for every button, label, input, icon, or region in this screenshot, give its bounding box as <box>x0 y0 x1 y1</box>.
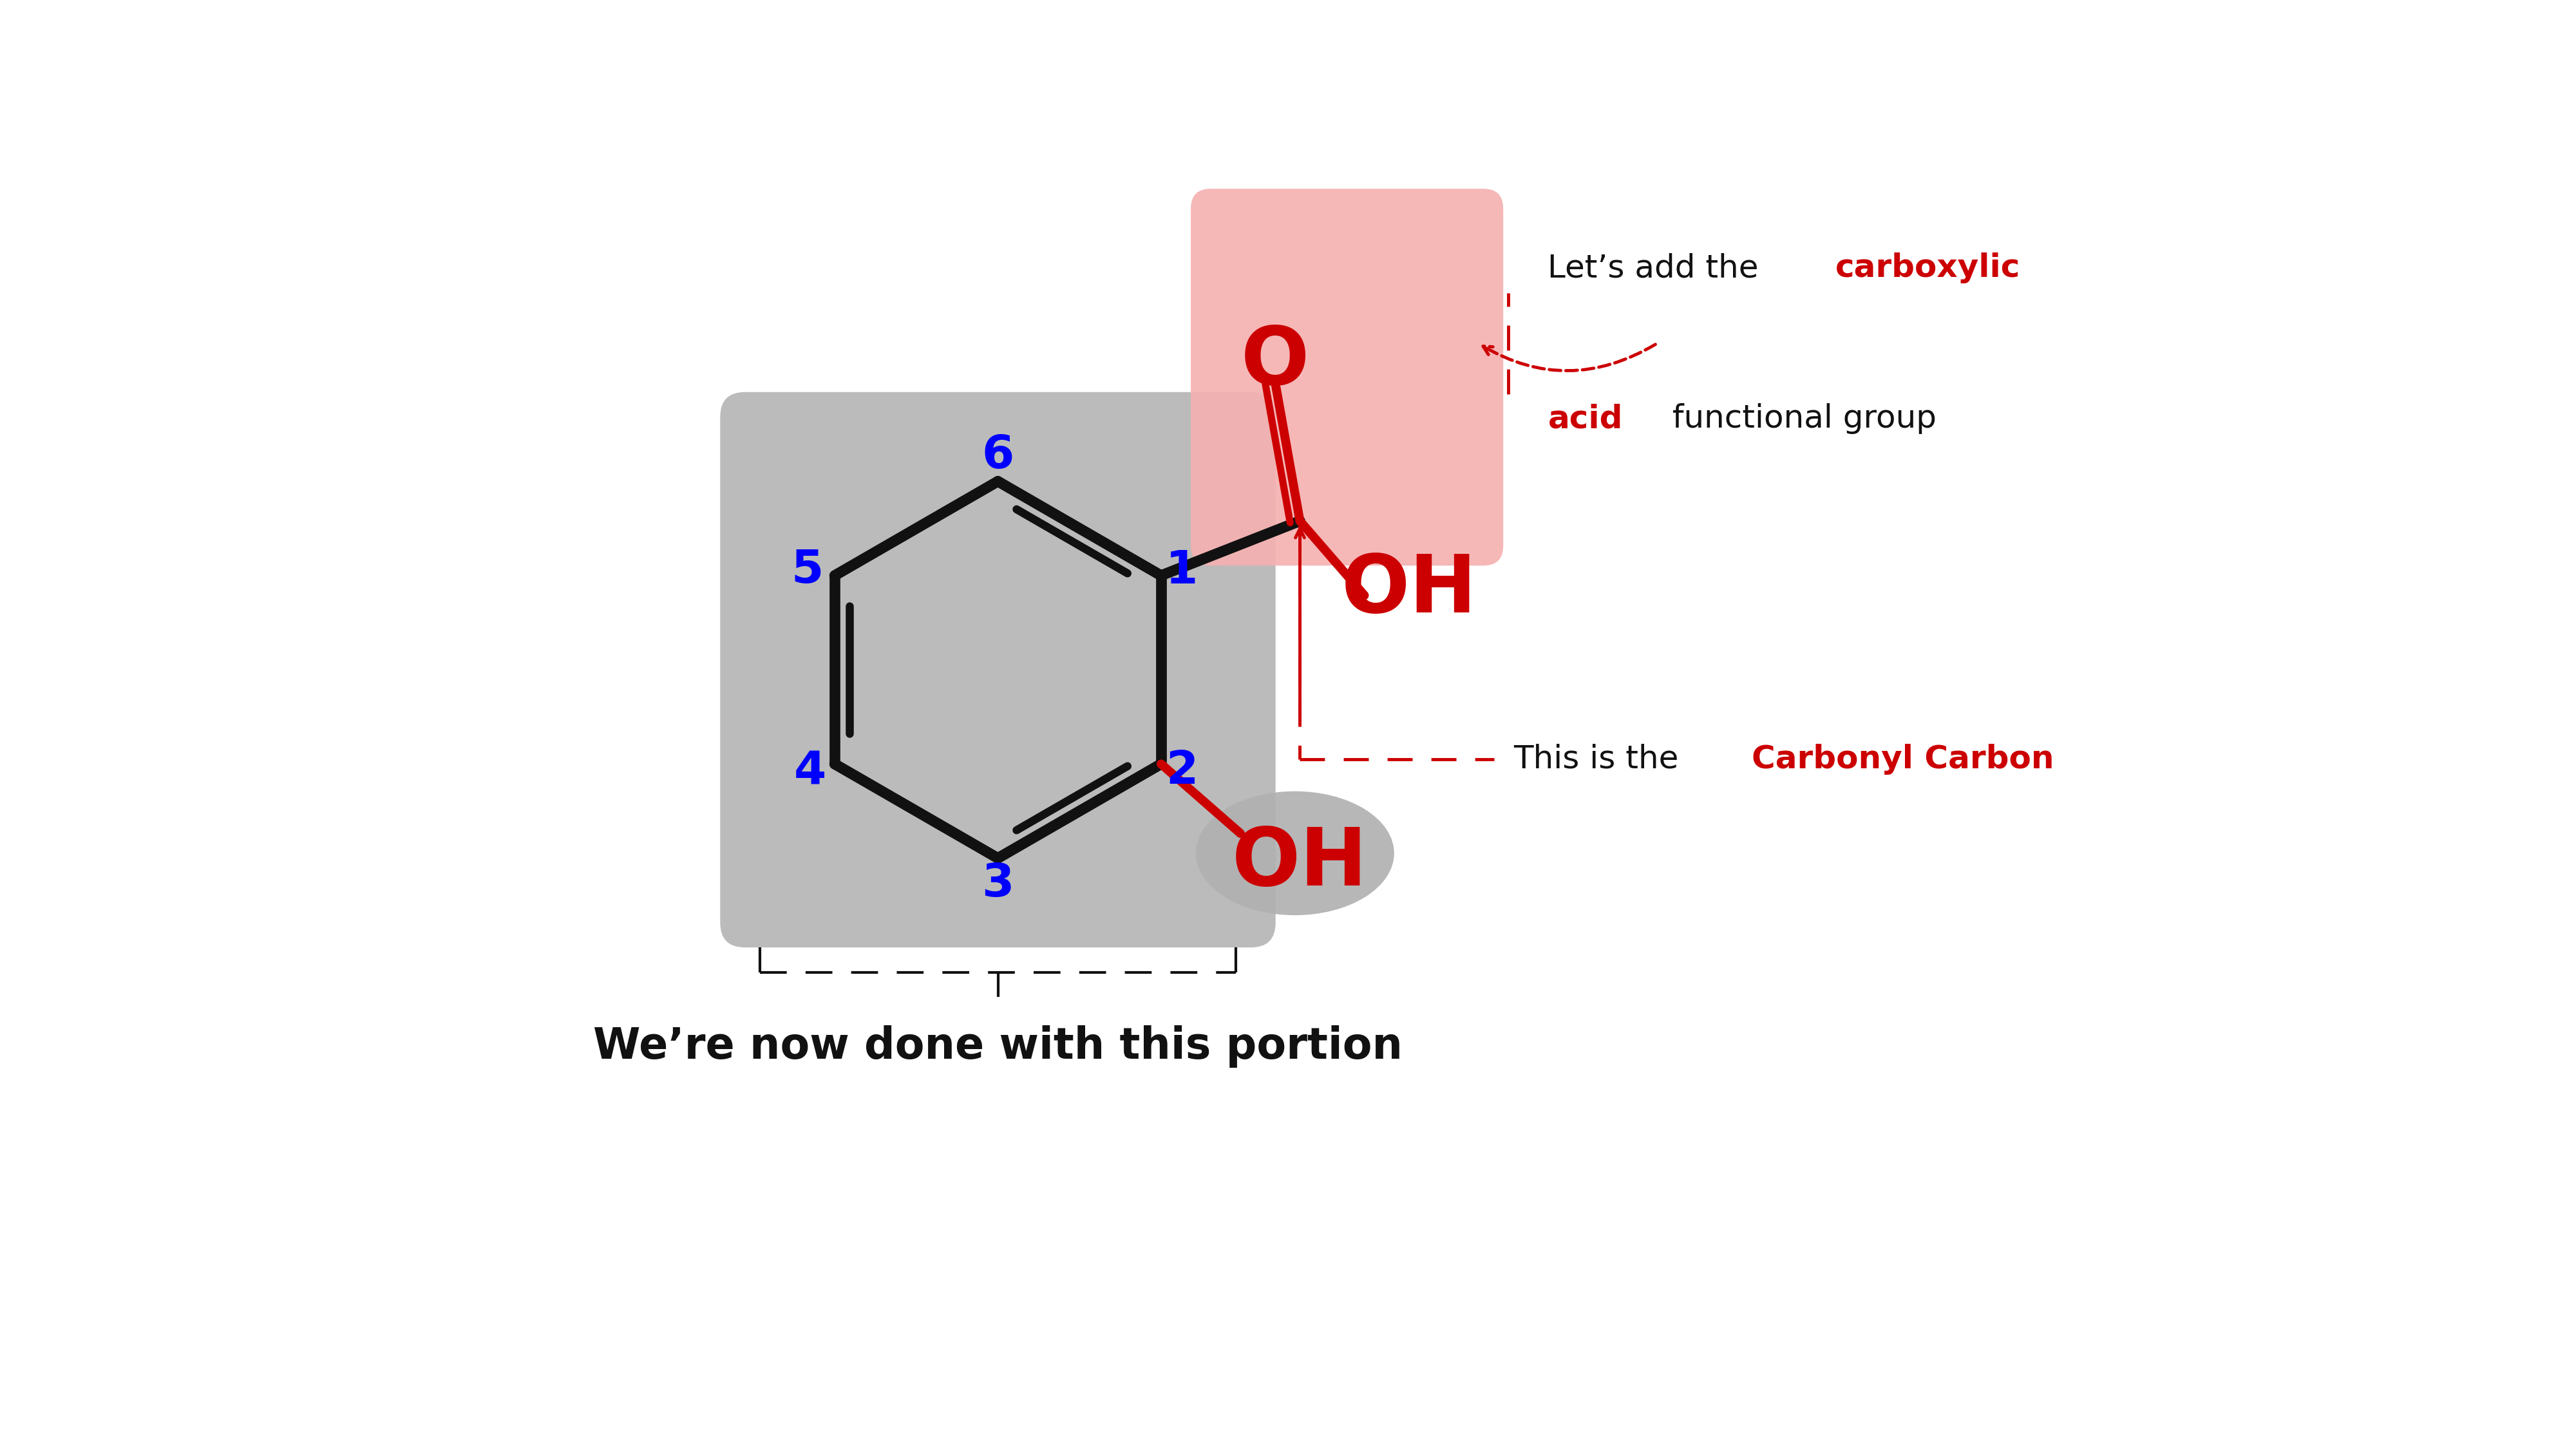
Text: 2: 2 <box>1167 749 1198 794</box>
FancyBboxPatch shape <box>1190 188 1504 565</box>
Text: 3: 3 <box>981 862 1015 906</box>
Text: OH: OH <box>1231 824 1368 903</box>
Text: functional group: functional group <box>1662 403 1937 435</box>
Text: 1: 1 <box>1167 548 1198 593</box>
Text: acid: acid <box>1548 403 1623 435</box>
Text: 4: 4 <box>793 749 827 794</box>
Text: carboxylic: carboxylic <box>1837 252 2020 284</box>
Ellipse shape <box>1195 791 1394 916</box>
Text: O: O <box>1242 323 1309 401</box>
FancyBboxPatch shape <box>721 393 1275 948</box>
Text: This is the: This is the <box>1515 743 1690 774</box>
Text: Carbonyl Carbon: Carbonyl Carbon <box>1752 743 2053 774</box>
Text: Let’s add the: Let’s add the <box>1548 252 1770 284</box>
Text: 5: 5 <box>791 548 824 593</box>
Text: OH: OH <box>1342 552 1476 629</box>
Text: 6: 6 <box>981 433 1015 478</box>
Text: We’re now done with this portion: We’re now done with this portion <box>592 1026 1401 1068</box>
